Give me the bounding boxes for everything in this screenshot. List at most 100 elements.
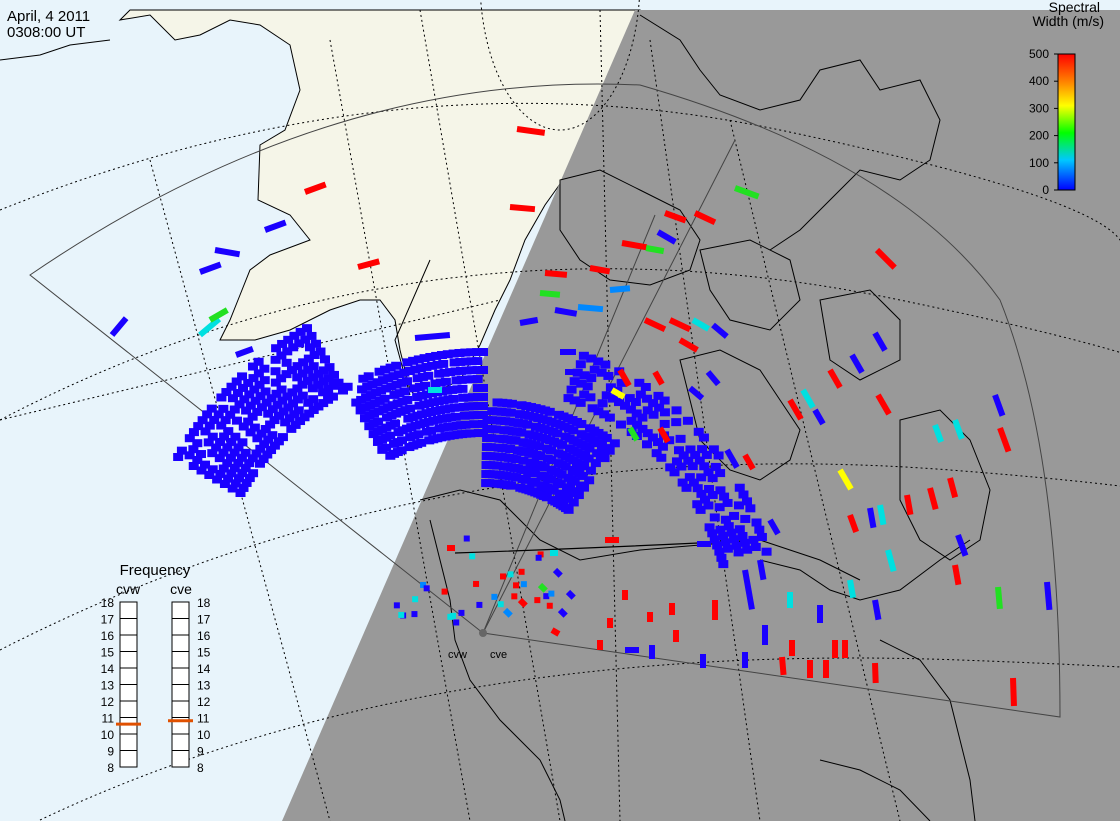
echo-cell bbox=[442, 386, 453, 395]
echo-cell bbox=[362, 382, 373, 391]
echo-cell bbox=[729, 511, 740, 520]
echo-cell bbox=[674, 446, 685, 455]
echo-cell bbox=[434, 369, 445, 378]
echo-cell bbox=[705, 370, 721, 387]
echo-cell bbox=[557, 440, 568, 449]
frequency-tick-label: 12 bbox=[197, 695, 211, 709]
echo-cell bbox=[904, 494, 914, 516]
echo-cell bbox=[396, 378, 407, 387]
echo-cell bbox=[472, 366, 483, 375]
echo-cell bbox=[431, 351, 442, 360]
echo-cell bbox=[247, 362, 258, 371]
echo-cell bbox=[209, 415, 220, 424]
echo-cell bbox=[238, 422, 249, 431]
echo-cell bbox=[192, 439, 203, 448]
colorbar-tick-label: 100 bbox=[1029, 156, 1049, 170]
echo-cell bbox=[219, 432, 230, 441]
echo-cell bbox=[847, 579, 857, 599]
echo-cell bbox=[292, 373, 303, 382]
echo-cell bbox=[1044, 581, 1053, 611]
echo-cell bbox=[302, 324, 312, 333]
echo-cell bbox=[226, 382, 237, 391]
echo-cell bbox=[708, 445, 719, 454]
echo-cell bbox=[587, 404, 598, 413]
echo-cell bbox=[413, 430, 424, 439]
radar-fov bbox=[29, 83, 1061, 718]
echo-cell bbox=[800, 388, 816, 409]
date-label: April, 4 2011 bbox=[7, 8, 91, 25]
echo-cell bbox=[269, 416, 280, 425]
frequency-tick-label: 10 bbox=[197, 728, 211, 742]
echo-cell bbox=[327, 392, 338, 401]
echo-cell bbox=[877, 504, 887, 526]
echo-cell bbox=[779, 656, 787, 676]
echo-cell bbox=[576, 379, 587, 388]
frequency-tick-label: 16 bbox=[101, 629, 115, 643]
echo-cell bbox=[677, 478, 688, 487]
echo-cell bbox=[315, 347, 326, 356]
echo-cell bbox=[200, 427, 211, 436]
echo-cell bbox=[548, 486, 559, 495]
echo-cell bbox=[204, 471, 215, 479]
echo-cell bbox=[440, 377, 451, 386]
echo-cell bbox=[405, 404, 416, 413]
echo-cell bbox=[627, 426, 640, 442]
echo-cell bbox=[535, 452, 546, 461]
echo-cell bbox=[218, 464, 229, 473]
echo-cell bbox=[377, 376, 388, 385]
echo-cell bbox=[241, 406, 252, 415]
echo-cell bbox=[520, 581, 527, 588]
echo-cell bbox=[297, 369, 308, 378]
echo-cell bbox=[267, 405, 278, 414]
echo-cell bbox=[184, 451, 195, 460]
echo-cell bbox=[596, 368, 607, 377]
echo-cell bbox=[675, 434, 686, 443]
echo-cell bbox=[714, 547, 725, 556]
echo-cell bbox=[634, 378, 645, 387]
echo-cell bbox=[593, 357, 604, 366]
echo-cell bbox=[233, 474, 244, 483]
echo-cell bbox=[757, 559, 767, 581]
echo-cell bbox=[565, 589, 576, 600]
echo-cell bbox=[569, 396, 580, 405]
echo-cell bbox=[704, 485, 715, 494]
echo-cell bbox=[460, 420, 471, 429]
echo-cell bbox=[233, 443, 244, 452]
echo-cell bbox=[294, 339, 305, 348]
echo-cell bbox=[198, 316, 222, 338]
echo-cell bbox=[582, 382, 593, 391]
echo-cell bbox=[715, 486, 726, 495]
echo-cell bbox=[502, 607, 513, 618]
echo-cell bbox=[713, 451, 724, 460]
echo-cell bbox=[601, 391, 612, 400]
echo-cell bbox=[604, 446, 615, 455]
echo-cell bbox=[733, 501, 744, 510]
echo-cell bbox=[425, 352, 436, 361]
echo-cell bbox=[215, 469, 226, 478]
echo-cell bbox=[324, 363, 335, 372]
echo-cell bbox=[297, 391, 308, 400]
frequency-tick-label: 18 bbox=[101, 596, 115, 610]
echo-cell bbox=[226, 469, 237, 478]
echo-cell bbox=[701, 450, 712, 459]
echo-cell bbox=[188, 445, 199, 454]
echo-cell bbox=[252, 407, 263, 416]
echo-cell bbox=[302, 376, 313, 385]
echo-cell bbox=[385, 431, 396, 440]
echo-cell bbox=[391, 380, 402, 389]
echo-cell bbox=[272, 400, 283, 409]
echo-cell bbox=[244, 390, 255, 399]
echo-cell bbox=[707, 474, 718, 483]
echo-cell bbox=[599, 454, 610, 463]
echo-cell bbox=[648, 410, 659, 419]
echo-cell bbox=[535, 554, 542, 561]
echo-cell bbox=[698, 433, 709, 442]
echo-cell bbox=[437, 387, 448, 396]
echo-cell bbox=[688, 478, 699, 487]
echo-cell bbox=[448, 394, 459, 403]
frequency-tick-label: 17 bbox=[101, 613, 115, 627]
echo-cell bbox=[284, 414, 295, 423]
echo-cell bbox=[472, 384, 483, 393]
echo-cell bbox=[398, 611, 405, 618]
echo-cell bbox=[492, 461, 503, 470]
